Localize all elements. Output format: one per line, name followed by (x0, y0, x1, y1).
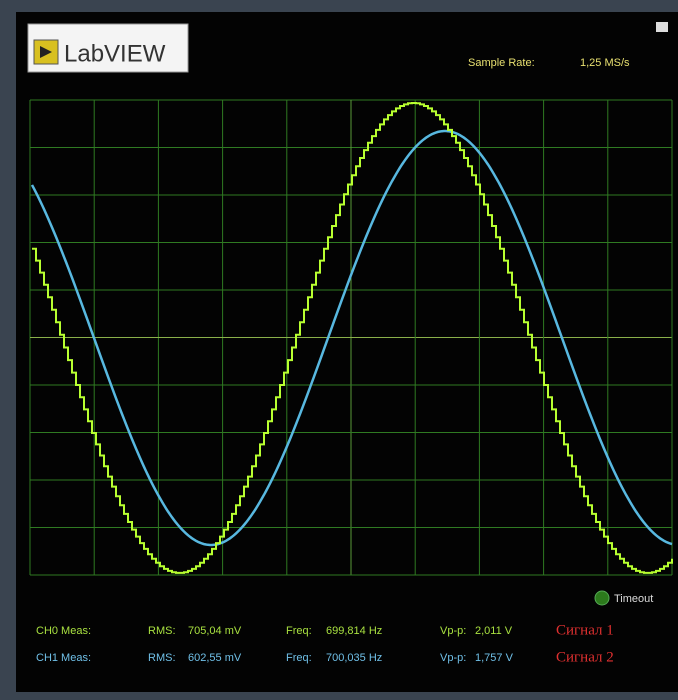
logo-arrow (40, 46, 52, 58)
timeout-label: Timeout (614, 593, 653, 605)
logo-text: LabVIEW (64, 40, 166, 67)
sample-rate-label: Sample Rate: (468, 57, 535, 69)
measurement-channel: CH1 Meas: (36, 652, 91, 664)
measurement-freq-label: Freq: (286, 625, 312, 637)
measurement-vpp: 2,011 V (475, 625, 513, 637)
measurement-vpp-label: Vp-p: (440, 652, 466, 664)
measurement-freq: 700,035 Hz (326, 652, 382, 664)
measurement-rms: 602,55 mV (188, 652, 242, 664)
measurement-channel: CH0 Meas: (36, 625, 91, 637)
measurement-freq-label: Freq: (286, 652, 312, 664)
timeout-led (594, 590, 610, 606)
ch0-trace (32, 102, 673, 574)
sample-rate-value: 1,25 MS/s (580, 57, 630, 69)
measurement-freq: 699,814 Hz (326, 625, 382, 637)
signal-name: Сигнал 1 (556, 622, 614, 638)
measurement-rms-label: RMS: (148, 652, 176, 664)
measurement-vpp: 1,757 V (475, 652, 514, 664)
ch1-trace (30, 129, 673, 547)
panel-background (16, 12, 678, 692)
signal-name: Сигнал 2 (556, 649, 614, 665)
window-button[interactable] (656, 22, 668, 32)
measurement-vpp-label: Vp-p: (440, 625, 466, 637)
measurements: CH0 Meas: RMS: 705,04 mV Freq: 699,814 Hz Vp-… (36, 622, 614, 665)
measurement-rms-label: RMS: (148, 625, 176, 637)
measurement-rms: 705,04 mV (188, 625, 242, 637)
